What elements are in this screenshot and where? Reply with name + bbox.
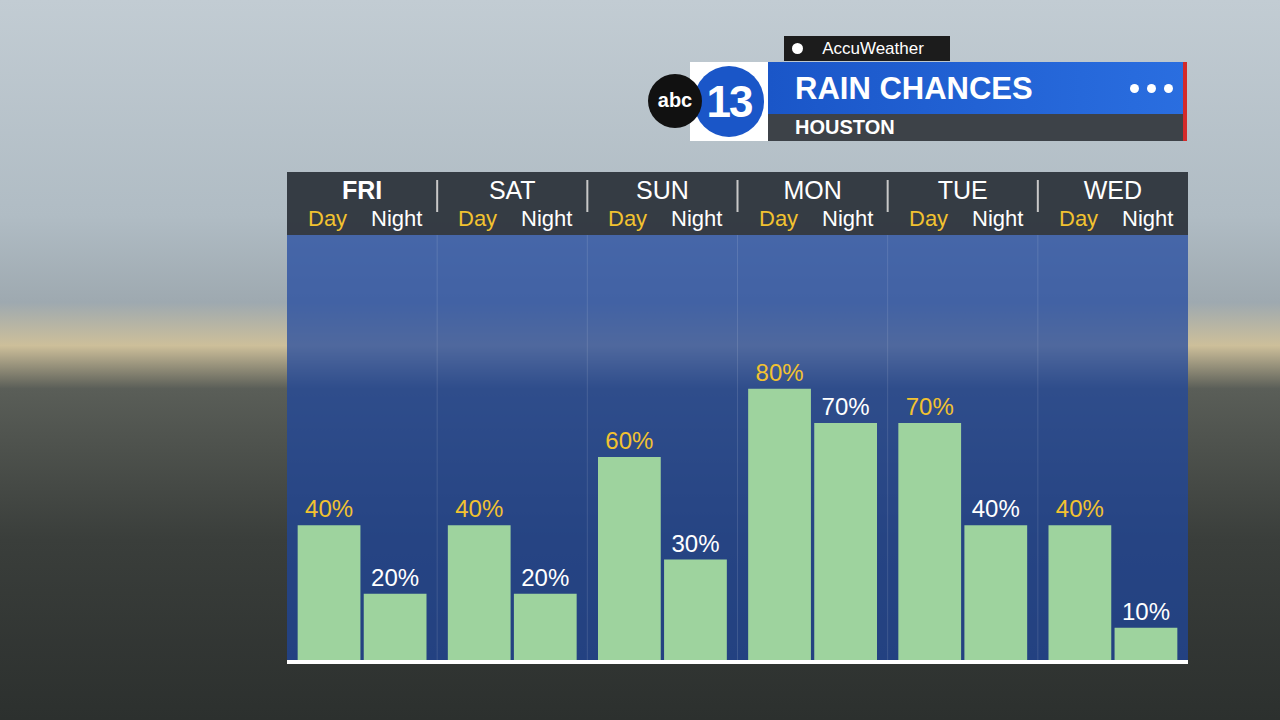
svg-text:Night: Night: [1122, 206, 1173, 231]
html-text:13: 13: [706, 77, 752, 126]
html-text:AccuWeather: AccuWeather: [822, 39, 924, 58]
svg-text:Day: Day: [1059, 206, 1098, 231]
svg-text:40%: 40%: [1056, 495, 1104, 522]
svg-text:FRI: FRI: [342, 176, 382, 204]
svg-text:Day: Day: [759, 206, 798, 231]
svg-text:40%: 40%: [305, 495, 353, 522]
svg-text:Day: Day: [608, 206, 647, 231]
svg-text:80%: 80%: [756, 359, 804, 386]
svg-text:Night: Night: [371, 206, 422, 231]
svg-text:MON: MON: [783, 176, 841, 204]
svg-text:Night: Night: [972, 206, 1023, 231]
svg-text:Night: Night: [671, 206, 722, 231]
svg-text:SAT: SAT: [489, 176, 536, 204]
svg-text:40%: 40%: [972, 495, 1020, 522]
svg-text:60%: 60%: [605, 427, 653, 454]
svg-text:20%: 20%: [371, 564, 419, 591]
svg-text:WED: WED: [1084, 176, 1142, 204]
svg-text:TUE: TUE: [938, 176, 988, 204]
html-text:HOUSTON: HOUSTON: [795, 116, 895, 138]
html-text:abc: abc: [657, 89, 693, 111]
svg-text:40%: 40%: [455, 495, 503, 522]
svg-text:Night: Night: [521, 206, 572, 231]
svg-text:30%: 30%: [671, 530, 719, 557]
svg-text:Day: Day: [909, 206, 948, 231]
svg-text:SUN: SUN: [636, 176, 689, 204]
svg-text:20%: 20%: [521, 564, 569, 591]
html-text:RAIN CHANCES: RAIN CHANCES: [795, 71, 1033, 106]
svg-text:70%: 70%: [906, 393, 954, 420]
svg-text:Night: Night: [822, 206, 873, 231]
svg-text:70%: 70%: [822, 393, 870, 420]
svg-text:10%: 10%: [1122, 598, 1170, 625]
svg-text:Day: Day: [458, 206, 497, 231]
svg-text:Day: Day: [308, 206, 347, 231]
